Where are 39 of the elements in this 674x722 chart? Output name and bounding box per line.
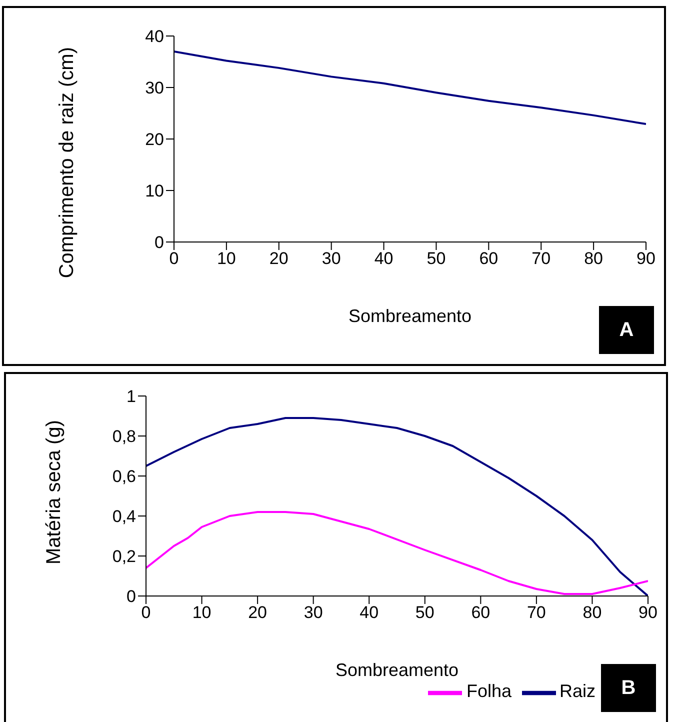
- text: B: [601, 664, 656, 712]
- x-axis-title: Sombreamento: [348, 306, 472, 326]
- x-tick-label: 80: [582, 603, 602, 622]
- y-tick-label: 1: [126, 387, 136, 406]
- y-axis-title: Matéria seca (g): [42, 420, 66, 564]
- x-tick-label: 60: [471, 603, 490, 622]
- x-tick-label: 70: [526, 603, 546, 622]
- y-tick-label: 0: [154, 233, 164, 252]
- x-tick-label: 80: [584, 249, 604, 268]
- y-tick-label: 0,8: [112, 427, 136, 446]
- legend-label: Folha: [466, 681, 512, 702]
- x-tick-label: 90: [638, 603, 658, 622]
- x-tick-label: 40: [374, 249, 394, 268]
- x-tick-label: 50: [426, 249, 446, 268]
- y-axis-title: Comprimento de raiz (cm): [56, 47, 78, 279]
- x-tick-label: 60: [479, 249, 498, 268]
- y-tick-label: 20: [145, 130, 164, 150]
- legend-label: Raiz: [560, 681, 596, 702]
- text: A: [599, 306, 654, 354]
- x-tick-label: 50: [415, 603, 434, 622]
- x-tick-label: 10: [216, 249, 236, 268]
- y-tick-label: 0,2: [112, 547, 136, 566]
- line-series: [174, 50, 646, 126]
- x-tick-label: 0: [169, 249, 179, 268]
- y-tick-label: 0,6: [112, 467, 136, 486]
- x-tick-label: 40: [360, 603, 379, 622]
- x-tick-label: 70: [532, 249, 551, 268]
- y-tick-label: 30: [145, 78, 164, 98]
- y-tick-label: 40: [145, 27, 164, 46]
- y-tick-label: 0: [126, 587, 136, 606]
- x-tick-label: 20: [269, 249, 288, 268]
- x-tick-label: 90: [636, 249, 656, 268]
- y-tick-label: 0,4: [112, 507, 136, 526]
- x-tick-label: 20: [248, 603, 268, 622]
- y-tick-label: 10: [145, 182, 164, 201]
- x-tick-label: 30: [304, 603, 323, 622]
- x-tick-label: 30: [322, 249, 341, 268]
- x-axis-title: Sombreamento: [335, 660, 459, 680]
- x-tick-label: 10: [192, 603, 212, 622]
